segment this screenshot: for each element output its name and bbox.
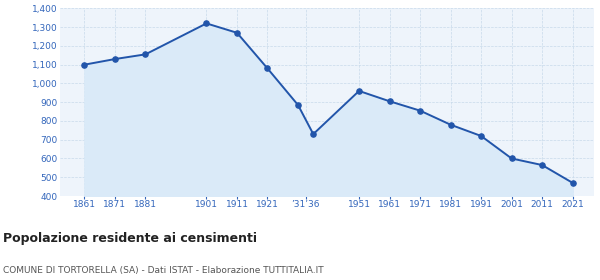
Point xyxy=(202,21,211,26)
Point xyxy=(293,103,303,107)
Point xyxy=(476,134,486,138)
Text: Popolazione residente ai censimenti: Popolazione residente ai censimenti xyxy=(3,232,257,245)
Text: COMUNE DI TORTORELLA (SA) - Dati ISTAT - Elaborazione TUTTITALIA.IT: COMUNE DI TORTORELLA (SA) - Dati ISTAT -… xyxy=(3,266,323,275)
Point xyxy=(354,89,364,93)
Point xyxy=(446,122,455,127)
Point xyxy=(507,156,517,161)
Point xyxy=(232,31,242,35)
Point xyxy=(415,108,425,113)
Point xyxy=(140,52,150,57)
Point xyxy=(385,99,394,104)
Point xyxy=(263,66,272,71)
Point xyxy=(568,181,577,185)
Point xyxy=(110,57,120,61)
Point xyxy=(308,132,318,136)
Point xyxy=(80,62,89,67)
Point xyxy=(538,163,547,167)
